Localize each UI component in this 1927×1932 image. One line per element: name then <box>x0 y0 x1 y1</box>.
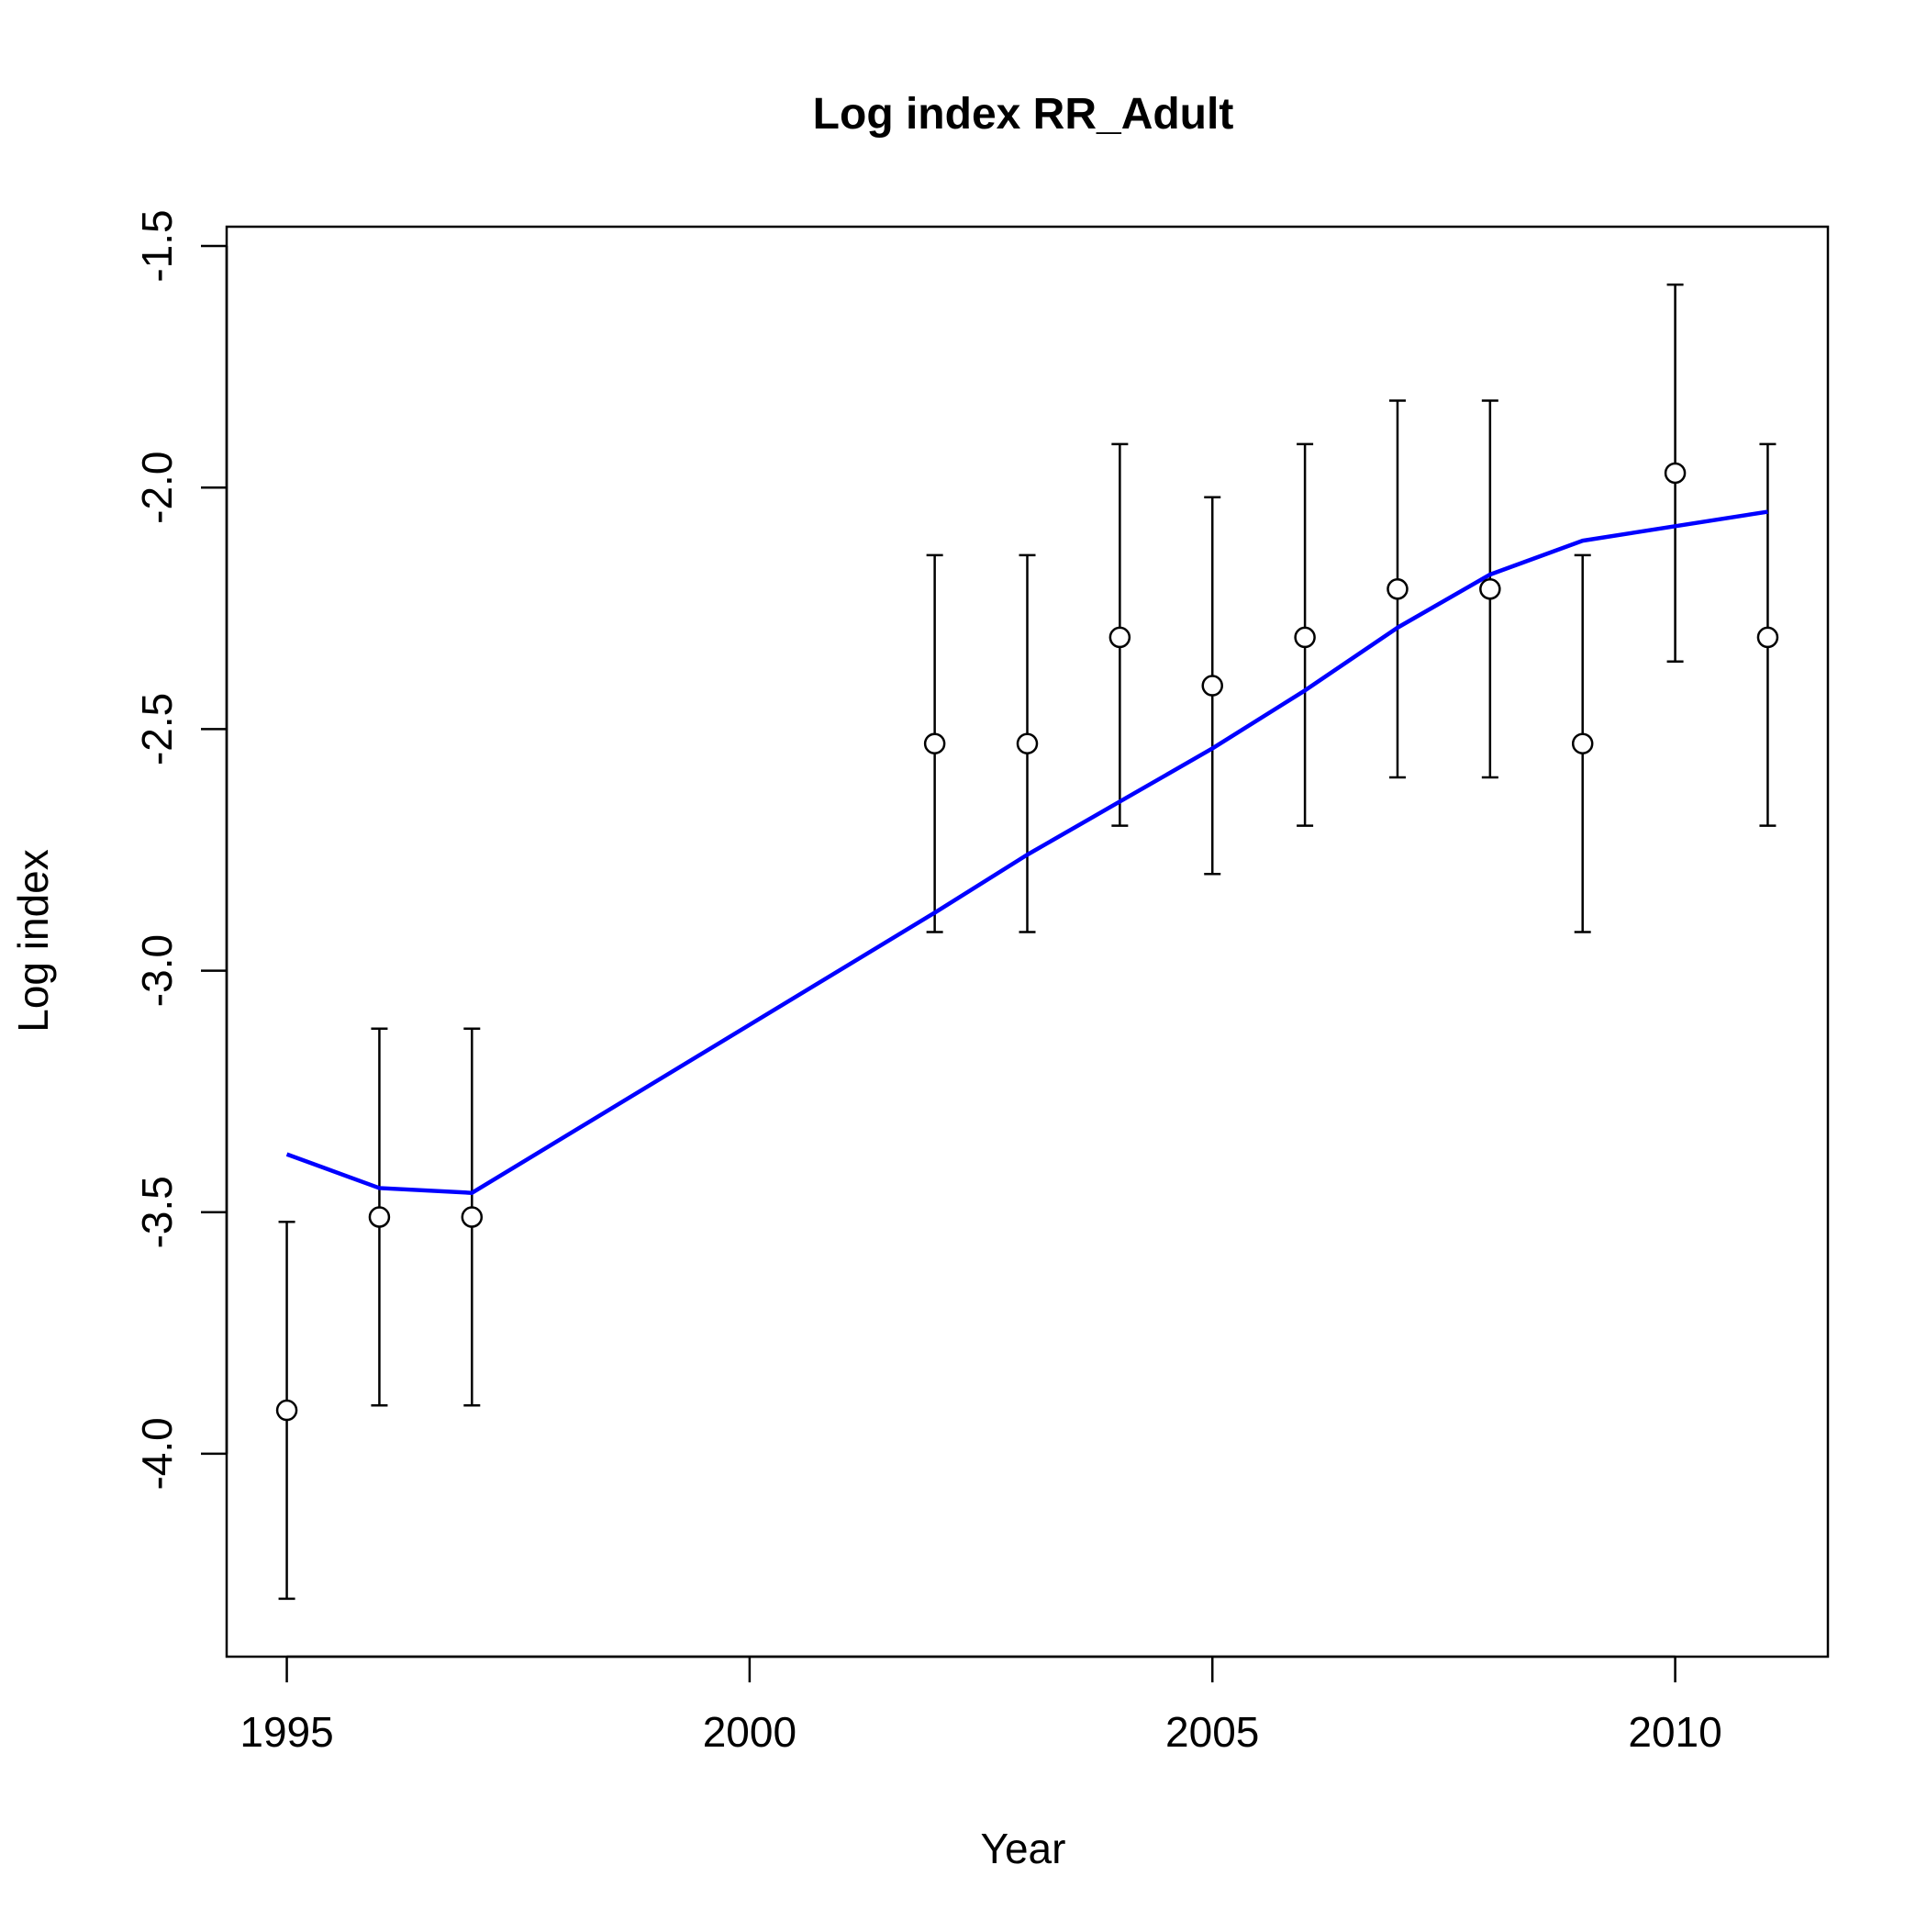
observed-points-layer <box>275 462 1779 1422</box>
y-tick-label: -4.0 <box>133 1417 181 1490</box>
y-tick-label: -2.5 <box>133 693 181 765</box>
y-tick-label: -3.5 <box>133 1176 181 1248</box>
observed-point <box>1016 732 1039 754</box>
observed-point <box>1108 626 1131 649</box>
observed-point <box>1479 578 1501 600</box>
x-axis-label: Year <box>981 1825 1066 1872</box>
y-tick-label: -3.0 <box>133 934 181 1007</box>
chart-title: Log index RR_Adult <box>813 90 1234 139</box>
observed-point <box>1294 626 1316 649</box>
observed-point <box>1201 675 1223 697</box>
x-tick-label: 2010 <box>1628 1708 1721 1756</box>
observed-point <box>1756 626 1779 649</box>
x-tick-label: 2000 <box>703 1708 796 1756</box>
observed-point <box>275 1399 298 1422</box>
observed-point <box>461 1206 484 1228</box>
observed-point <box>923 732 946 754</box>
x-tick-label: 2005 <box>1165 1708 1259 1756</box>
y-axis-label: Log index <box>9 849 57 1033</box>
fitted-line <box>285 509 1768 1195</box>
y-tick-label: -2.0 <box>133 452 181 524</box>
observed-point <box>1571 732 1594 754</box>
x-axis: 1995 2000 2005 2010 <box>239 1655 1722 1756</box>
y-tick-label: -1.5 <box>133 209 181 282</box>
observed-point <box>368 1206 391 1228</box>
fitted-line-layer <box>285 509 1768 1195</box>
y-axis: -4.0 -3.5 -3.0 -2.5 -2.0 -1.5 <box>133 209 228 1491</box>
observed-point <box>1387 578 1409 600</box>
x-tick-label: 1995 <box>239 1708 333 1756</box>
observed-point <box>1664 462 1687 485</box>
